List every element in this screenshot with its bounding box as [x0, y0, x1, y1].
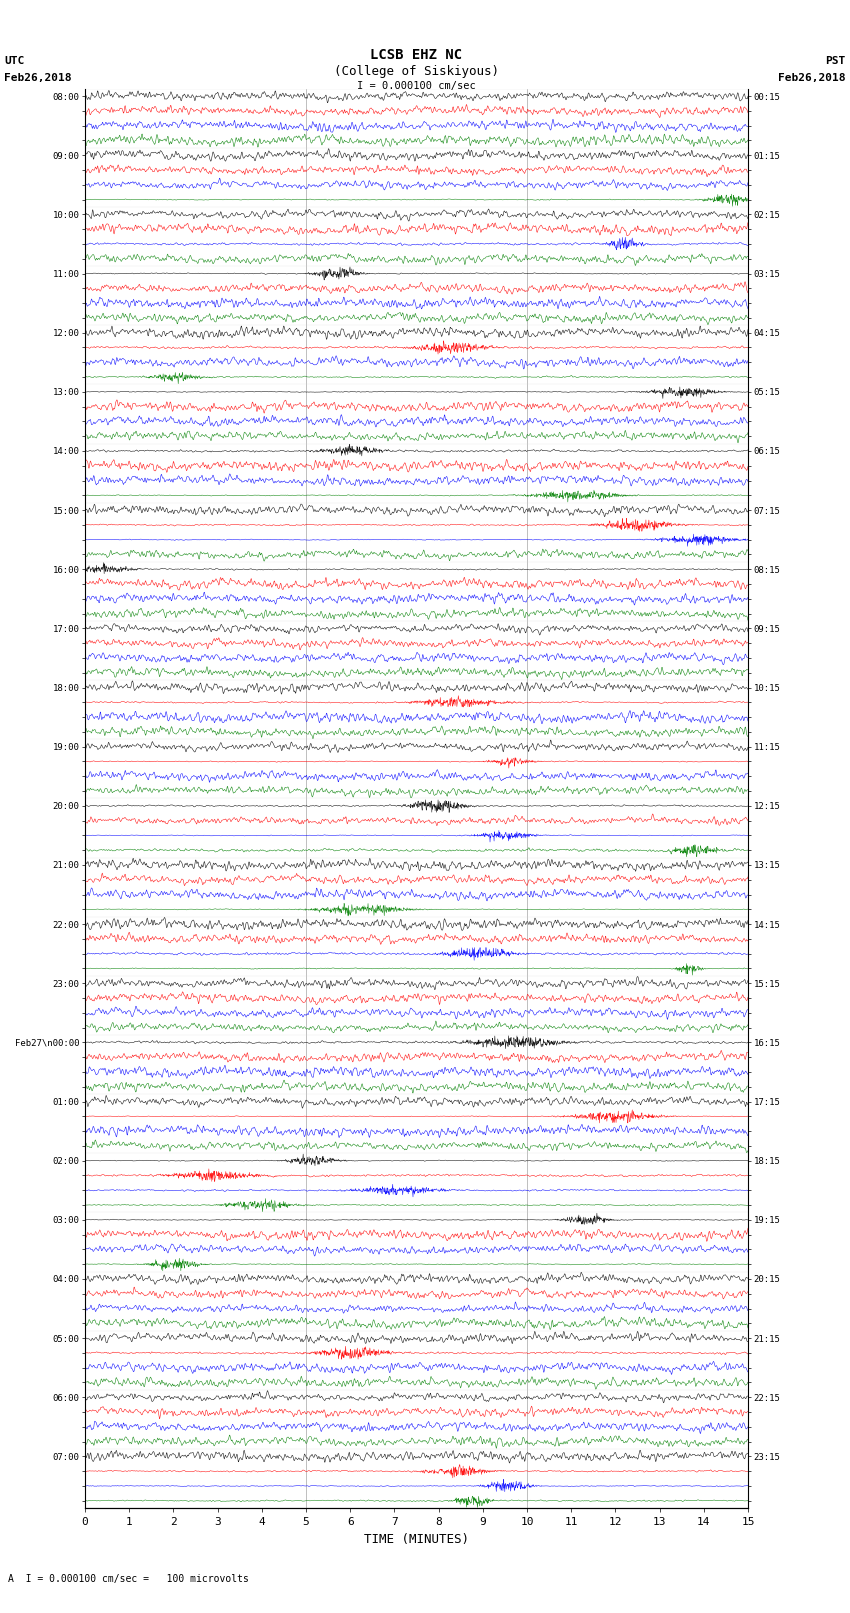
Text: (College of Siskiyous): (College of Siskiyous)	[334, 65, 499, 77]
Text: LCSB EHZ NC: LCSB EHZ NC	[371, 48, 462, 63]
X-axis label: TIME (MINUTES): TIME (MINUTES)	[364, 1532, 469, 1545]
Text: PST: PST	[825, 56, 846, 66]
Text: I = 0.000100 cm/sec: I = 0.000100 cm/sec	[357, 81, 476, 90]
Text: Feb26,2018: Feb26,2018	[779, 73, 846, 82]
Text: UTC: UTC	[4, 56, 25, 66]
Text: A  I = 0.000100 cm/sec =   100 microvolts: A I = 0.000100 cm/sec = 100 microvolts	[8, 1574, 249, 1584]
Text: Feb26,2018: Feb26,2018	[4, 73, 71, 82]
